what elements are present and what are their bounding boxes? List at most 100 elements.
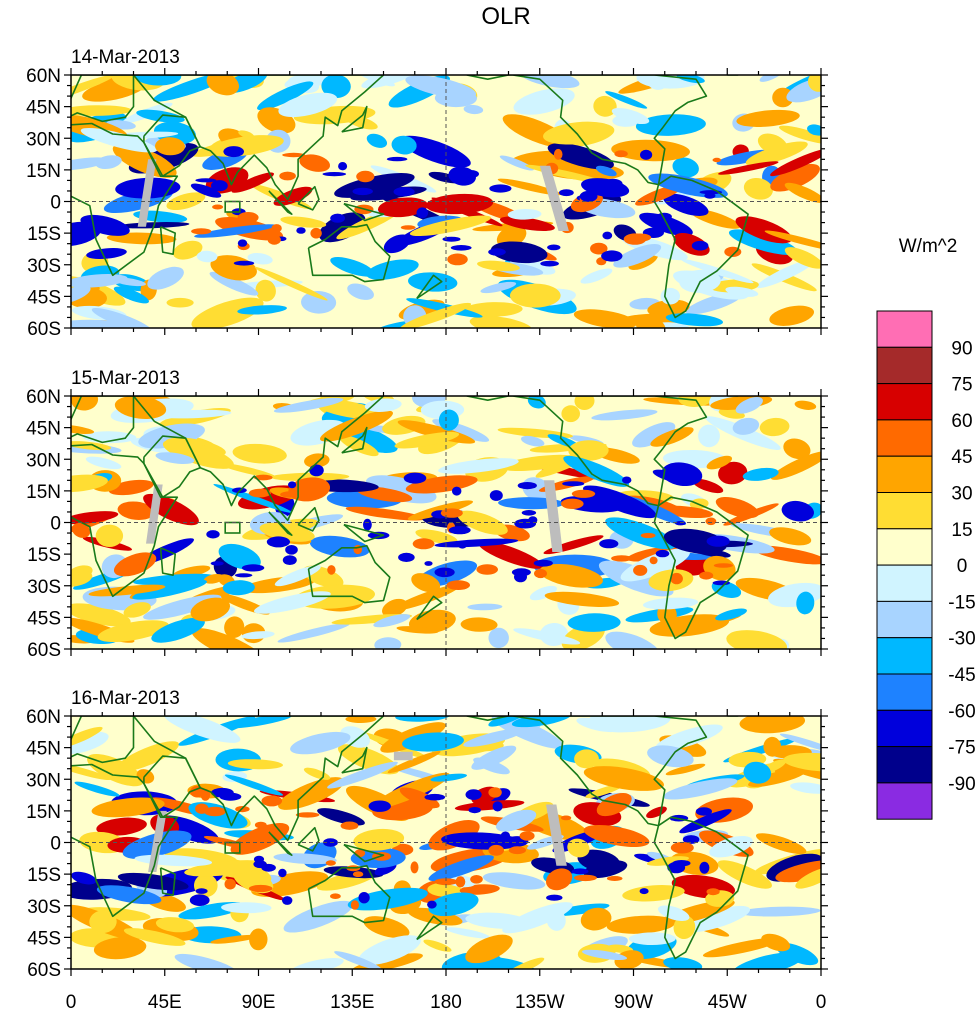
anomaly-patch bbox=[606, 915, 676, 934]
anomaly-patch bbox=[71, 424, 95, 434]
anomaly-patch bbox=[463, 728, 525, 747]
anomaly-core bbox=[492, 801, 503, 812]
latitude-label: 0 bbox=[50, 834, 61, 855]
anomaly-patch bbox=[663, 193, 709, 216]
anomaly-patch bbox=[123, 602, 151, 618]
anomaly-core bbox=[352, 187, 373, 196]
anomaly-patch bbox=[74, 781, 120, 797]
anomaly-patch bbox=[392, 584, 461, 611]
colorbar-level-label: 90 bbox=[951, 338, 972, 359]
missing-data-swath bbox=[393, 751, 413, 761]
anomaly-patch bbox=[71, 274, 128, 288]
anomaly-patch bbox=[497, 178, 562, 196]
anomaly-patch bbox=[253, 591, 331, 614]
anomaly-patch bbox=[232, 443, 287, 464]
colorbar-level-label: 60 bbox=[951, 411, 972, 432]
anomaly-patch bbox=[735, 396, 763, 414]
anomaly-core bbox=[633, 564, 648, 576]
anomaly-patch bbox=[190, 183, 222, 198]
anomaly-patch bbox=[595, 165, 617, 177]
latitude-label: 30S bbox=[27, 256, 61, 277]
anomaly-patch bbox=[162, 439, 234, 469]
anomaly-core bbox=[393, 187, 415, 197]
anomaly-patch bbox=[544, 591, 620, 607]
coastline bbox=[343, 523, 385, 543]
anomaly-patch bbox=[219, 463, 276, 478]
anomaly-patch bbox=[665, 763, 706, 776]
longitude-axis-labels: 0 45E 90E 135E 180 135W 90W 45W 0 bbox=[66, 992, 827, 1013]
panel-date-label: 15-Mar-2013 bbox=[71, 368, 180, 389]
anomaly-patch bbox=[718, 161, 779, 175]
anomaly-patch bbox=[786, 77, 821, 103]
anomaly-core bbox=[667, 861, 686, 874]
anomaly-patch bbox=[399, 302, 472, 328]
anomaly-core bbox=[434, 567, 455, 578]
anomaly-patch bbox=[132, 579, 207, 600]
anomaly-core bbox=[590, 242, 608, 255]
anomaly-patch bbox=[116, 741, 179, 772]
anomaly-patch bbox=[581, 949, 628, 961]
anomaly-patch bbox=[567, 838, 590, 858]
map-panel-1: 14-Mar-2013 60N 45N 30N 15N 0 15S 30S 45S 60S bbox=[26, 47, 828, 340]
latitude-label: 30N bbox=[26, 770, 61, 791]
coastline bbox=[297, 506, 320, 532]
coastline bbox=[159, 547, 176, 576]
longitude-label: 180 bbox=[430, 992, 462, 1013]
colorbar: W/m^2 90 75 60 45 30 15 0 -15 -30 -45 -60 -75 -90 bbox=[876, 236, 976, 820]
anomaly-core bbox=[416, 207, 429, 219]
anomaly-core bbox=[589, 497, 599, 505]
anomaly-core bbox=[695, 807, 713, 816]
anomaly-patch bbox=[71, 75, 115, 103]
anomaly-patch bbox=[657, 905, 690, 921]
anomaly-patch bbox=[321, 75, 351, 99]
figure-title: OLR bbox=[481, 3, 530, 30]
map-panel-3: 16-Mar-2013 60N 45N 30N 15N 0 15S 30S 45S 60S 0 4… bbox=[26, 688, 828, 1013]
latitude-label: 30S bbox=[27, 577, 61, 598]
colorbar-level-label: -90 bbox=[948, 774, 975, 795]
anomaly-patch bbox=[770, 163, 820, 192]
longitude-label: 90E bbox=[242, 992, 276, 1013]
colorbar-level-label: -60 bbox=[948, 701, 975, 722]
anomaly-core bbox=[724, 246, 742, 257]
anomaly-patch bbox=[469, 315, 533, 328]
anomaly-patch bbox=[317, 808, 365, 826]
anomaly-core bbox=[261, 795, 283, 807]
anomaly-patch bbox=[163, 716, 241, 743]
anomaly-core bbox=[330, 893, 341, 899]
latitude-label: 45S bbox=[27, 608, 61, 629]
coastline bbox=[653, 496, 749, 640]
colorbar-level-label: 45 bbox=[951, 447, 972, 468]
anomaly-patch bbox=[394, 431, 460, 449]
anomaly-patch bbox=[366, 133, 388, 148]
anomaly-patch bbox=[583, 766, 664, 791]
anomaly-patch bbox=[210, 934, 258, 944]
anomaly-patch bbox=[71, 157, 110, 171]
anomaly-core bbox=[712, 157, 722, 163]
coastline bbox=[268, 511, 293, 536]
anomaly-core bbox=[534, 568, 547, 579]
coastline bbox=[653, 175, 749, 319]
anomaly-patch bbox=[241, 631, 275, 640]
anomaly-patch bbox=[184, 860, 268, 877]
anomaly-core bbox=[631, 504, 646, 510]
anomaly-patch bbox=[563, 455, 630, 487]
anomaly-core bbox=[322, 172, 347, 177]
anomaly-core bbox=[656, 212, 672, 221]
anomaly-patch bbox=[796, 591, 815, 615]
anomaly-patch bbox=[91, 307, 153, 328]
longitude-label: 90W bbox=[614, 992, 653, 1013]
anomaly-patch bbox=[543, 121, 613, 145]
anomaly-patch bbox=[781, 500, 814, 522]
anomaly-core bbox=[468, 807, 481, 814]
missing-data-swath bbox=[543, 480, 563, 552]
anomaly-core bbox=[511, 568, 531, 577]
anomaly-patch bbox=[218, 543, 261, 570]
anomaly-patch bbox=[174, 953, 239, 969]
anomaly-core bbox=[403, 472, 427, 484]
anomaly-patch bbox=[737, 906, 821, 917]
anomaly-patch bbox=[663, 957, 703, 969]
colorbar-units-label: W/m^2 bbox=[899, 236, 958, 257]
anomaly-core bbox=[655, 549, 670, 558]
anomaly-core bbox=[455, 876, 466, 888]
latitude-axis-labels: 60N 45N 30N 15N 0 15S 30S 45S 60S bbox=[26, 387, 61, 661]
